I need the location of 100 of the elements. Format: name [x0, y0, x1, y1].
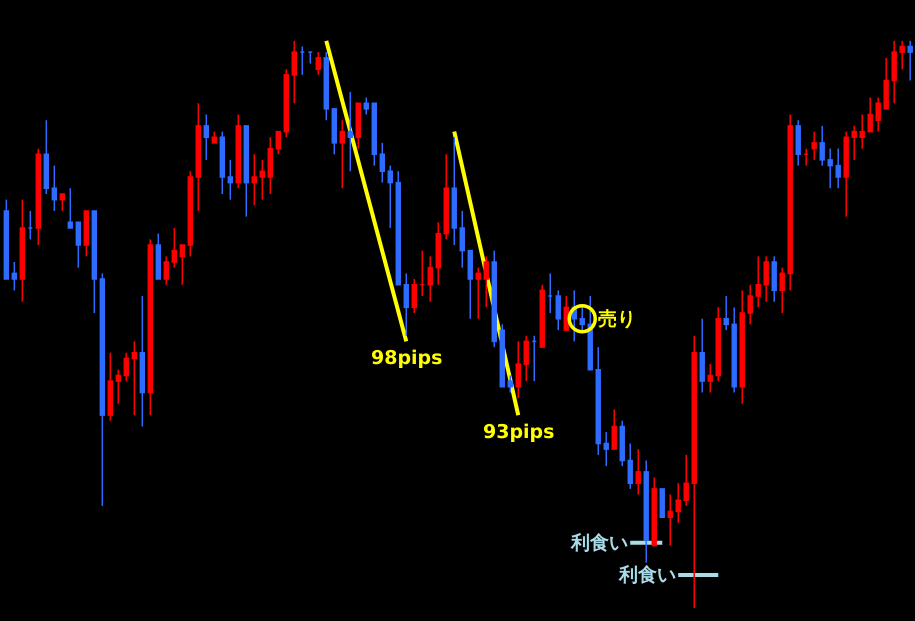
candlestick — [668, 494, 673, 546]
candlestick — [700, 318, 705, 394]
candlestick — [836, 148, 841, 190]
candlestick — [60, 193, 66, 212]
candlestick — [764, 256, 769, 302]
candlestick — [740, 290, 745, 405]
candlestick — [228, 159, 233, 200]
candlestick — [300, 46, 305, 76]
candlestick — [564, 295, 569, 331]
candlestick — [444, 154, 449, 240]
candlestick — [540, 284, 545, 348]
candlestick — [860, 114, 865, 150]
candlestick — [796, 119, 801, 166]
candlestick — [644, 460, 649, 564]
candlestick — [676, 482, 681, 524]
candlestick — [284, 68, 289, 138]
candlestick — [620, 420, 625, 467]
candlestick — [12, 261, 18, 292]
candlestick — [468, 250, 473, 320]
candlestick — [76, 222, 82, 268]
candlestick — [180, 244, 186, 286]
candlestick — [780, 266, 785, 314]
candlestick — [588, 295, 593, 371]
candlestick — [524, 334, 529, 382]
candlestick — [20, 198, 26, 302]
candlestick — [476, 266, 481, 320]
candlestick — [500, 324, 505, 388]
candlestick — [4, 198, 10, 280]
candlestick — [907, 40, 913, 82]
candlestick — [212, 130, 217, 144]
candlestick — [348, 91, 353, 172]
candlestick — [172, 227, 178, 268]
candlestick — [260, 159, 265, 200]
candlestick — [372, 102, 377, 166]
candlestick — [132, 340, 138, 416]
candlestick — [708, 363, 713, 394]
series-label: 利食い — [618, 564, 676, 586]
candlestick — [652, 476, 657, 546]
candlestick — [484, 256, 489, 308]
candlestick — [84, 210, 90, 258]
candlestick — [92, 210, 98, 314]
candlestick — [899, 40, 905, 70]
candlestick — [788, 114, 793, 292]
candlestick — [548, 272, 553, 314]
series-label: 93pips — [483, 421, 554, 443]
candlestick — [732, 306, 737, 394]
candlestick — [244, 125, 249, 218]
candlestick — [404, 272, 409, 336]
series-label: 98pips — [371, 347, 442, 369]
candlestick — [852, 125, 857, 161]
candlestick — [252, 154, 257, 206]
candlestick — [580, 306, 585, 331]
candlestick — [820, 125, 825, 166]
candlestick — [660, 488, 665, 518]
candlestick — [876, 96, 881, 132]
candlestick — [532, 334, 537, 382]
candlestick — [436, 222, 441, 286]
candlestick — [188, 170, 193, 258]
candlestick — [452, 136, 457, 246]
candlestick — [612, 408, 617, 450]
candlestick — [636, 448, 641, 496]
candlestick — [868, 96, 873, 132]
candlestick — [692, 334, 697, 609]
candlestick — [340, 119, 345, 190]
candlestick — [492, 250, 497, 348]
candlestick — [156, 232, 162, 280]
candlestick — [596, 346, 601, 456]
candlestick — [684, 454, 689, 507]
candlestick — [356, 102, 361, 150]
candlestick — [716, 306, 721, 382]
candlestick — [204, 114, 209, 161]
candlestick — [324, 51, 329, 121]
candlestick — [772, 256, 777, 302]
candlestick — [380, 142, 385, 184]
candlestick — [891, 40, 897, 104]
candlestick — [396, 170, 401, 286]
candlestick — [28, 210, 34, 240]
candlestick — [292, 40, 297, 104]
candlestick — [36, 148, 42, 246]
candlestick — [108, 352, 114, 422]
candlestick — [724, 295, 729, 331]
candlestick — [316, 51, 321, 76]
candlestick — [508, 374, 513, 394]
candlestick — [44, 119, 50, 195]
series-label: 利食い — [570, 532, 628, 554]
candlestick — [428, 256, 433, 302]
candlestick — [604, 431, 609, 467]
candlestick — [236, 114, 241, 190]
candlestick — [883, 57, 889, 110]
candlestick — [100, 272, 106, 507]
candlestick — [332, 108, 337, 156]
candlestick — [420, 250, 425, 297]
candlestick — [52, 164, 58, 212]
candlestick — [804, 148, 809, 166]
candlestick — [268, 136, 273, 195]
candlestick — [140, 295, 146, 428]
candlestick — [748, 284, 753, 326]
candlestick — [812, 130, 817, 161]
candlestick — [116, 369, 122, 405]
candlestick — [412, 278, 417, 314]
